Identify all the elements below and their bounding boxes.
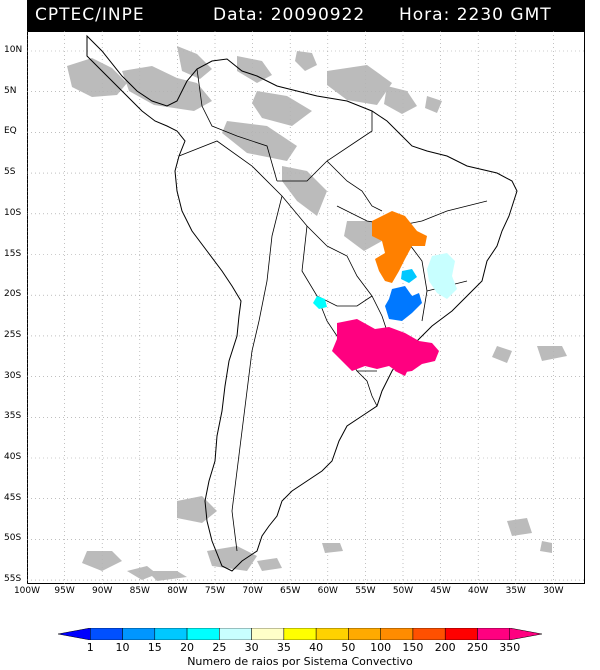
legend-swatch [90, 628, 123, 640]
source-label: CPTEC/INPE [35, 5, 145, 25]
map-canvas [27, 31, 585, 584]
legend-value-label: 250 [466, 641, 488, 654]
blue-system-sao-paulo [385, 286, 422, 321]
legend-value-label: 200 [434, 641, 456, 654]
lat-label: 55S [4, 574, 22, 585]
legend-swatch [477, 628, 510, 640]
lat-label: 45S [4, 492, 22, 503]
convective-systems [313, 211, 457, 376]
legend-swatch [283, 628, 317, 640]
lon-label: 45W [430, 586, 451, 596]
lon-label: 40W [468, 586, 489, 596]
lat-label: 10N [4, 45, 23, 55]
legend-value-label: 50 [341, 641, 356, 654]
legend-value-label: 10 [115, 641, 130, 654]
lon-label: 90W [92, 586, 113, 596]
lat-label: 20S [4, 289, 22, 300]
graticule [27, 31, 585, 584]
lon-label: 60W [317, 586, 338, 596]
lon-label: 75W [204, 586, 226, 596]
light-cyan-system-minas [427, 253, 457, 299]
lon-label: 30W [543, 586, 564, 596]
map-header: CPTEC/INPE Data: 20090922 Hora: 2230 GMT [27, 0, 585, 31]
legend-swatch [122, 628, 156, 640]
blue-system-sao-paulo-2 [401, 269, 417, 283]
legend-swatch [315, 628, 349, 640]
legend-value-label: 100 [370, 641, 392, 654]
legend-value-label: 30 [244, 641, 259, 654]
legend-value-label: 15 [147, 641, 162, 654]
lon-label: 55W [355, 586, 376, 596]
cyan-system-paraguay [313, 296, 327, 309]
lon-label: 100W [13, 586, 41, 596]
legend-swatch [219, 628, 252, 640]
legend-value-label: 20 [180, 641, 195, 654]
legend-swatch [348, 628, 381, 640]
lat-label: 15S [4, 248, 22, 259]
date-label: Data: 20090922 [213, 5, 366, 25]
legend-value-label: 25 [212, 641, 227, 654]
orange-system-central-brazil [372, 211, 427, 283]
lon-label: 65W [280, 586, 301, 596]
coastline [86, 34, 518, 572]
lat-label: 50S [4, 533, 22, 544]
legend-value-label: 350 [499, 641, 521, 654]
map-frame [27, 31, 585, 584]
country-borders [178, 68, 488, 552]
legend-swatch [251, 628, 285, 640]
lon-label: 85W [129, 586, 150, 596]
legend-value-label: 40 [309, 641, 324, 654]
lon-label: 80W [167, 586, 188, 596]
legend-value-label: 35 [276, 641, 291, 654]
legend-arrow-right [509, 628, 542, 640]
lat-label: EQ [4, 126, 17, 137]
lat-label: 5N [4, 85, 17, 96]
legend-swatch [154, 628, 188, 640]
magenta-system-south-east [387, 349, 412, 376]
lon-label: 50W [392, 586, 414, 596]
time-label: Hora: 2230 GMT [399, 5, 552, 25]
lat-label: 5S [4, 167, 16, 178]
magenta-system-south [332, 319, 439, 373]
legend-swatch [412, 628, 446, 640]
legend-value-label: 150 [402, 641, 424, 654]
lat-label: 40S [4, 452, 22, 462]
lat-label: 30S [4, 370, 22, 381]
cloud-cover [67, 46, 567, 581]
legend-caption: Numero de raios por Sistema Convectivo [187, 655, 413, 668]
lon-label: 95W [54, 586, 75, 596]
lon-label: 70W [242, 586, 263, 596]
legend-arrow-left [58, 628, 91, 640]
lat-label: 25S [4, 329, 22, 340]
lat-label: 35S [4, 411, 22, 422]
color-scale-bar [58, 628, 542, 640]
lat-label: 10S [4, 207, 22, 218]
lon-label: 35W [505, 586, 526, 596]
legend-value-label: 1 [86, 641, 94, 654]
legend-swatch [186, 628, 220, 640]
legend-swatch [444, 628, 478, 640]
legend-swatch [380, 628, 414, 640]
